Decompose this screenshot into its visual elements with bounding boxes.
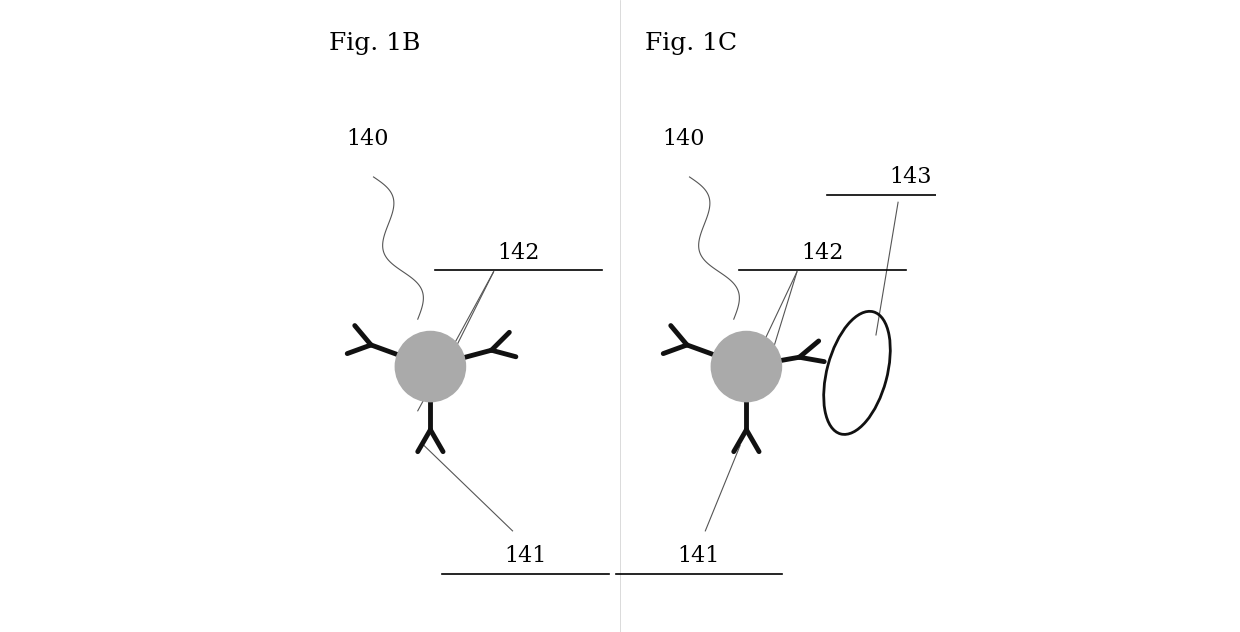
Text: 140: 140	[346, 128, 388, 150]
Text: 141: 141	[503, 545, 547, 567]
Text: 142: 142	[801, 242, 843, 264]
Circle shape	[712, 332, 781, 401]
Circle shape	[396, 332, 465, 401]
Text: 140: 140	[662, 128, 704, 150]
Text: Fig. 1C: Fig. 1C	[645, 32, 738, 54]
Text: 141: 141	[678, 545, 720, 567]
Text: 142: 142	[497, 242, 541, 264]
Text: Fig. 1B: Fig. 1B	[330, 32, 420, 54]
Text: 143: 143	[889, 166, 932, 188]
